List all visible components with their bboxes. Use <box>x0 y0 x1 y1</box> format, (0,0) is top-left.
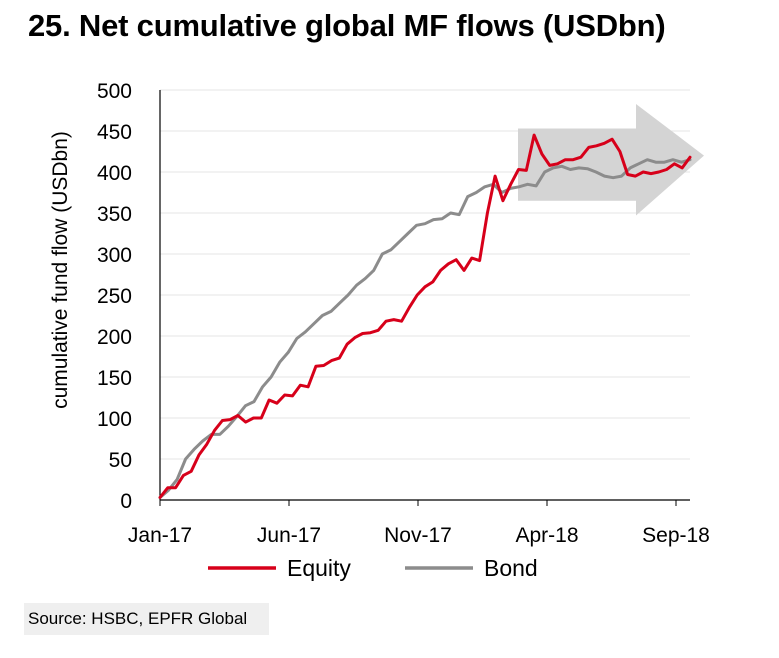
x-tick-label: Sep-18 <box>642 524 710 547</box>
y-tick-label: 350 <box>97 203 132 226</box>
series-line-bond <box>158 158 692 499</box>
x-tick-label: Nov-17 <box>384 524 452 547</box>
series-line-equity <box>158 133 692 499</box>
y-tick-labels: 0 50 100 150 200 250 300 350 400 450 500 <box>97 80 132 513</box>
y-tick-label: 400 <box>97 162 132 185</box>
chart-title: 25. Net cumulative global MF flows (USDb… <box>28 8 666 43</box>
y-tick-label: 0 <box>120 490 132 513</box>
source-note: Source: HSBC, EPFR Global <box>28 609 248 628</box>
legend-label-bond: Bond <box>484 555 538 581</box>
x-tick-label: Jan-17 <box>128 524 192 547</box>
series-lines <box>158 133 692 499</box>
y-tick-label: 450 <box>97 121 132 144</box>
gridlines <box>160 89 690 460</box>
legend-label-equity: Equity <box>287 555 351 581</box>
x-tick-label: Jun-17 <box>257 524 321 547</box>
axes <box>159 90 690 506</box>
y-tick-label: 50 <box>109 449 132 472</box>
y-tick-label: 500 <box>97 80 132 103</box>
y-tick-label: 100 <box>97 408 132 431</box>
x-tick-label: Apr-18 <box>515 524 578 547</box>
y-tick-label: 200 <box>97 326 132 349</box>
y-tick-label: 150 <box>97 367 132 390</box>
y-axis-label: cumulative fund flow (USDbn) <box>49 131 72 409</box>
shaded-arrow-annotation <box>518 103 704 216</box>
y-tick-label: 300 <box>97 244 132 267</box>
legend: Equity Bond <box>208 555 538 581</box>
x-tick-labels: Jan-17 Jun-17 Nov-17 Apr-18 Sep-18 <box>128 524 710 547</box>
y-tick-label: 250 <box>97 285 132 308</box>
source-background <box>24 603 269 635</box>
